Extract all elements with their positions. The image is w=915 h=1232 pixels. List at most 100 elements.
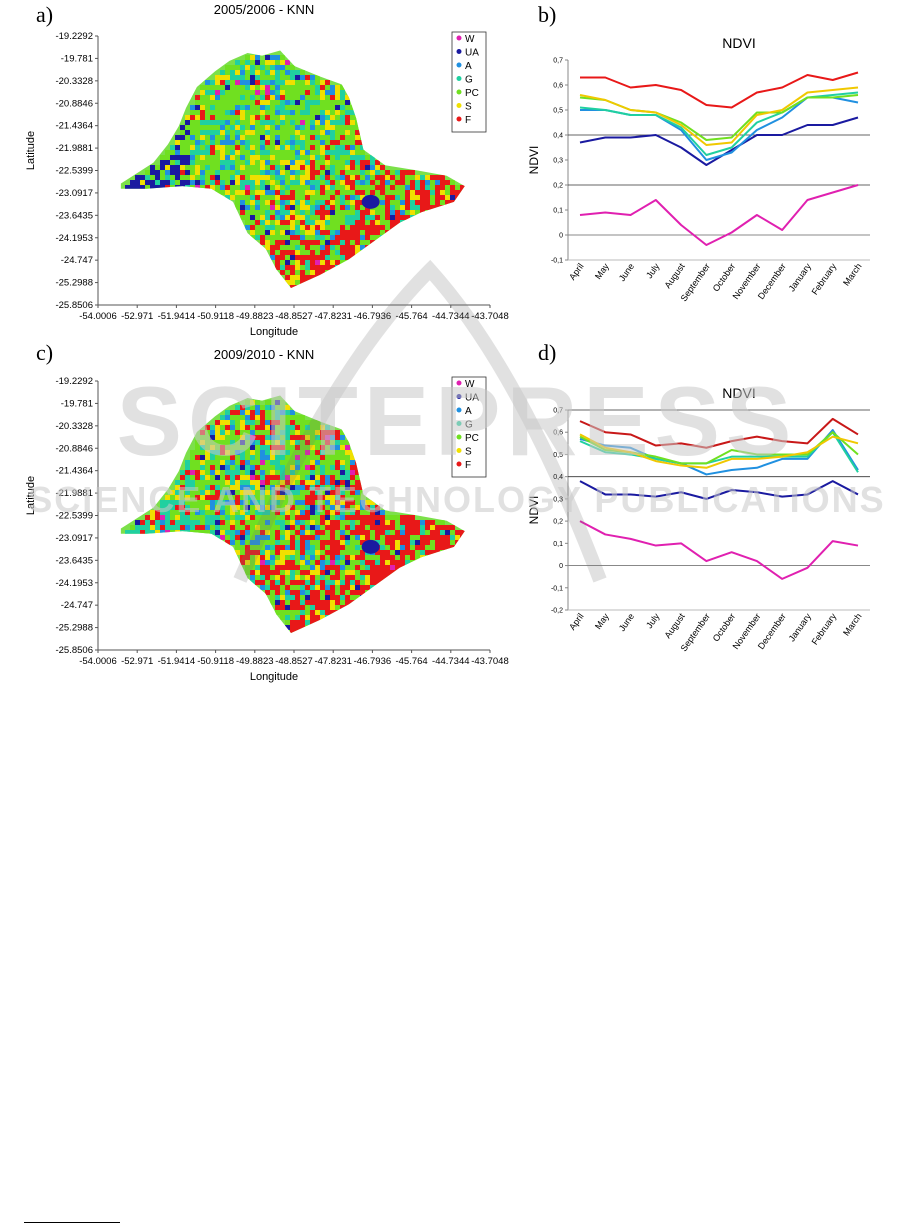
chart-y-tick-label: 0: [559, 233, 563, 240]
chart-x-tick-label: January: [787, 611, 814, 643]
chart-series-line-g: [579, 431, 859, 473]
chart-x-tick-label: October: [711, 611, 738, 643]
map-y-label: Latitude: [25, 131, 37, 170]
map-legend-label: G: [465, 75, 473, 86]
map-legend-marker: [456, 407, 462, 413]
panel-letter-c: c): [36, 340, 54, 365]
map-x-tick-label: -54.0006: [79, 656, 117, 667]
chart-series-line-f: [579, 417, 859, 449]
map-x-tick-label: -54.0006: [79, 311, 117, 322]
map-y-tick-label: -21.4364: [55, 466, 93, 477]
chart-y-tick-label: 0: [559, 563, 563, 570]
chart-title: NDVI: [722, 385, 755, 401]
map-legend-marker: [456, 89, 462, 95]
chart-series-line-g: [579, 91, 859, 156]
chart-series-line-f: [580, 71, 859, 109]
chart-x-tick-label: April: [567, 261, 586, 281]
chart-y-tick-label: -0,1: [551, 258, 563, 265]
map-x-tick-label: -48.8527: [275, 311, 313, 322]
map-y-tick-label: -23.0917: [55, 533, 93, 544]
panel-letter-b: b): [538, 2, 557, 27]
map-legend-marker: [456, 394, 462, 399]
map-legend-marker: [456, 49, 462, 54]
map-legend-marker: [456, 461, 462, 467]
chart-y-tick-label: 0,4: [553, 133, 563, 140]
map-legend-label: UA: [465, 48, 479, 59]
chart-y-tick-label: -0,1: [551, 585, 563, 592]
map-legend-label: S: [465, 447, 472, 458]
chart-y-label: NDVI: [527, 146, 541, 175]
map-legend-label: F: [465, 115, 471, 126]
map-x-label: Longitude: [250, 671, 298, 683]
map-y-tick-label: -19.781: [61, 398, 93, 409]
chart-x-tick-label: August: [662, 261, 687, 290]
map-y-tick-label: -24.747: [61, 600, 93, 611]
map-urban-area: [361, 194, 380, 209]
map-y-tick-label: -21.9881: [55, 143, 93, 154]
map-x-tick-label: -44.7344: [432, 656, 470, 667]
map-legend-label: A: [465, 406, 472, 417]
chart-y-tick-label: 0,6: [553, 83, 563, 90]
ndvi-chart-2009: NDVI -0,2 -0,1 0 0,1 0,2 0,3 0,4 0,5 0,6 0,7 NDVI Ap…: [527, 385, 870, 653]
map-y-tick-label: -20.3328: [55, 76, 93, 87]
map-x-tick-label: -50.9118: [197, 656, 234, 667]
chart-y-tick-label: 0,5: [553, 452, 563, 459]
map-y-tick-label: -21.4364: [55, 121, 93, 132]
map-y-tick-label: -19.2292: [55, 376, 93, 387]
map-legend-label: S: [465, 102, 472, 113]
map-y-tick-label: -25.2988: [55, 278, 93, 289]
map-legend-label: PC: [465, 433, 479, 444]
chart-x-tick-label: August: [662, 611, 687, 640]
map-x-tick-label: -43.7048: [471, 311, 509, 322]
map-legend-marker: [456, 448, 462, 453]
map-y-tick-label: -23.6435: [55, 210, 93, 221]
chart-y-label: NDVI: [527, 496, 541, 525]
map-x-tick-label: -48.8527: [275, 656, 313, 667]
map-legend-marker: [456, 103, 462, 108]
land-cover-map-2009: 2009/2010 - KNN -19.2292 -19.781 -20.3328 -2…: [25, 347, 509, 683]
map-x-tick-label: -45.764: [395, 311, 427, 322]
map-x-tick-label: -50.9118: [197, 311, 234, 322]
chart-series-line-w: [579, 520, 859, 580]
map-legend-marker: [456, 421, 462, 426]
map-legend-marker: [456, 35, 462, 41]
map-y-tick-label: -20.8846: [55, 443, 93, 454]
map-legend-marker: [456, 76, 462, 81]
map-y-tick-label: -24.1953: [55, 578, 93, 589]
map-x-tick-label: -47.8231: [314, 311, 352, 322]
land-cover-map-2005: 2005/2006 - KNN -19.2292 -19.781 -20.3328 -2…: [25, 2, 509, 338]
map-legend-marker: [456, 434, 462, 440]
map-y-label: Latitude: [25, 476, 37, 515]
map-x-tick-label: -51.9414: [158, 311, 196, 322]
map-x-tick-label: -52.971: [121, 656, 153, 667]
map-y-tick-label: -23.6435: [55, 555, 93, 566]
map-legend-label: F: [465, 460, 471, 471]
map-x-tick-label: -43.7048: [471, 656, 509, 667]
map-legend-label: PC: [465, 88, 479, 99]
chart-x-tick-label: February: [810, 261, 839, 297]
map-y-tick-label: -25.8506: [55, 300, 93, 311]
chart-x-tick-label: July: [644, 611, 662, 630]
chart-title: NDVI: [722, 35, 755, 51]
chart-y-tick-label: 0,2: [553, 183, 563, 190]
map-x-tick-label: -45.764: [395, 656, 427, 667]
chart-series-line-pc: [579, 94, 859, 141]
map-x-tick-label: -49.8823: [236, 311, 274, 322]
chart-x-tick-label: March: [841, 611, 864, 637]
chart-y-tick-label: 0,3: [553, 158, 563, 165]
map-x-tick-label: -44.7344: [432, 311, 470, 322]
chart-series-line-s: [579, 433, 859, 469]
map-legend-label: W: [465, 379, 475, 390]
map-legend: [451, 376, 487, 478]
map-y-tick-label: -22.5399: [55, 511, 93, 522]
chart-x-tick-label: May: [593, 261, 611, 281]
map-x-tick-label: -51.9414: [158, 656, 196, 667]
chart-series-line-s: [579, 86, 859, 146]
map-legend-label: A: [465, 61, 472, 72]
map-x-tick-label: -46.7936: [354, 656, 392, 667]
chart-y-tick-label: 0,1: [553, 541, 563, 548]
chart-series-line-a: [579, 429, 859, 476]
map-legend-label: G: [465, 420, 473, 431]
map-legend-marker: [456, 116, 462, 122]
map-legend: [451, 31, 487, 133]
